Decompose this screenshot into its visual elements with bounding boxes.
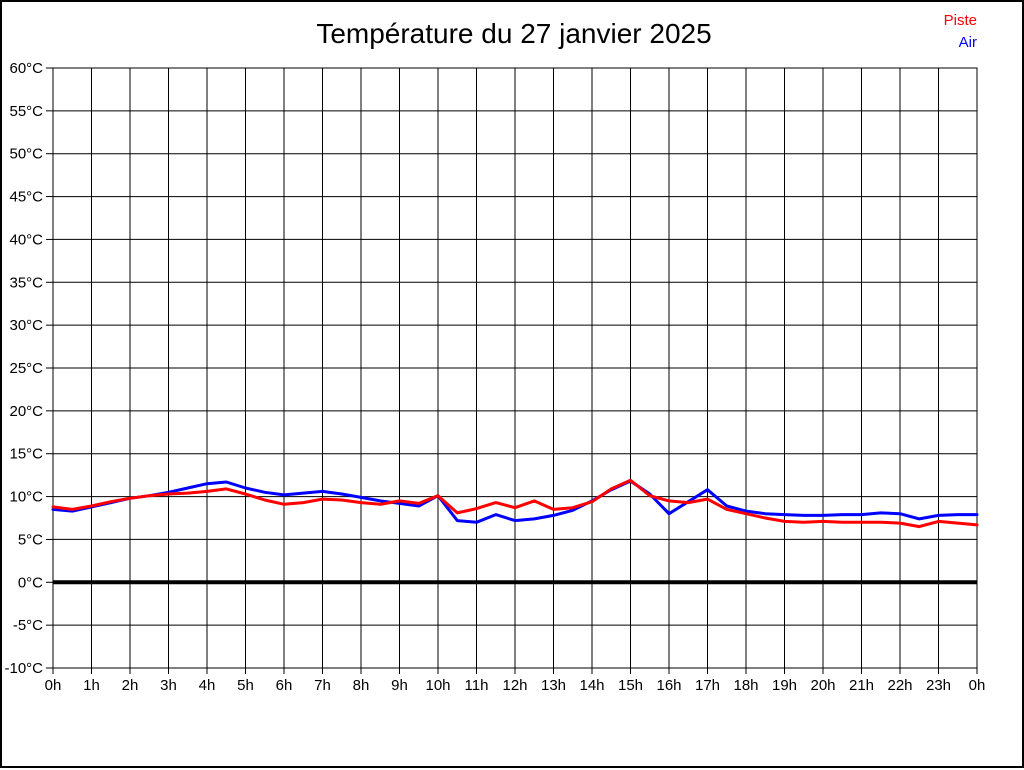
y-tick-label: 5°C — [18, 531, 43, 548]
x-tick-label: 12h — [502, 677, 527, 694]
x-tick-label: 13h — [541, 677, 566, 694]
x-tick-label: 18h — [733, 677, 758, 694]
x-tick-label: 0h — [969, 677, 986, 694]
x-tick-label: 8h — [353, 677, 370, 694]
x-tick-label: 20h — [810, 677, 835, 694]
x-tick-label: 16h — [656, 677, 681, 694]
series-line-air — [51, 479, 979, 524]
series-line-piste — [51, 478, 979, 529]
x-tick-label: 21h — [849, 677, 874, 694]
x-tick-label: 2h — [122, 677, 139, 694]
y-tick-label: 35°C — [9, 274, 43, 291]
legend-item-piste: Piste — [943, 12, 977, 29]
x-tick-label: 0h — [45, 677, 62, 694]
y-tick-label: 55°C — [9, 103, 43, 120]
y-tick-label: -5°C — [13, 617, 43, 634]
x-tick-label: 15h — [618, 677, 643, 694]
x-tick-label: 9h — [391, 677, 408, 694]
x-tick-label: 11h — [465, 677, 489, 694]
y-tick-label: 15°C — [9, 446, 43, 463]
x-tick-label: 17h — [695, 677, 720, 694]
x-tick-label: 5h — [237, 677, 254, 694]
x-tick-label: 19h — [772, 677, 797, 694]
y-tick-label: 25°C — [9, 360, 43, 377]
plot-border — [52, 67, 978, 669]
x-tick-label: 10h — [425, 677, 450, 694]
y-tick-label: -10°C — [4, 660, 43, 677]
x-tick-label: 22h — [887, 677, 912, 694]
x-tick-label: 4h — [199, 677, 216, 694]
y-tick-label: 20°C — [9, 403, 43, 420]
y-tick-label: 40°C — [9, 231, 43, 248]
y-tick-label: 60°C — [9, 60, 43, 77]
y-tick-label: 0°C — [18, 574, 43, 591]
x-tick-label: 7h — [314, 677, 331, 694]
x-tick-label: 23h — [926, 677, 951, 694]
y-tick-label: 10°C — [9, 489, 43, 506]
y-tick-label: 45°C — [9, 189, 43, 206]
legend-item-air: Air — [958, 34, 977, 51]
x-tick-label: 14h — [579, 677, 604, 694]
y-tick-label: 50°C — [9, 146, 43, 163]
chart-legend: Piste Air — [944, 10, 977, 54]
x-tick-label: 1h — [83, 677, 100, 694]
x-tick-label: 6h — [276, 677, 293, 694]
y-tick-label: 30°C — [9, 317, 43, 334]
chart-title: Température du 27 janvier 2025 — [316, 18, 712, 49]
x-tick-label: 3h — [160, 677, 177, 694]
